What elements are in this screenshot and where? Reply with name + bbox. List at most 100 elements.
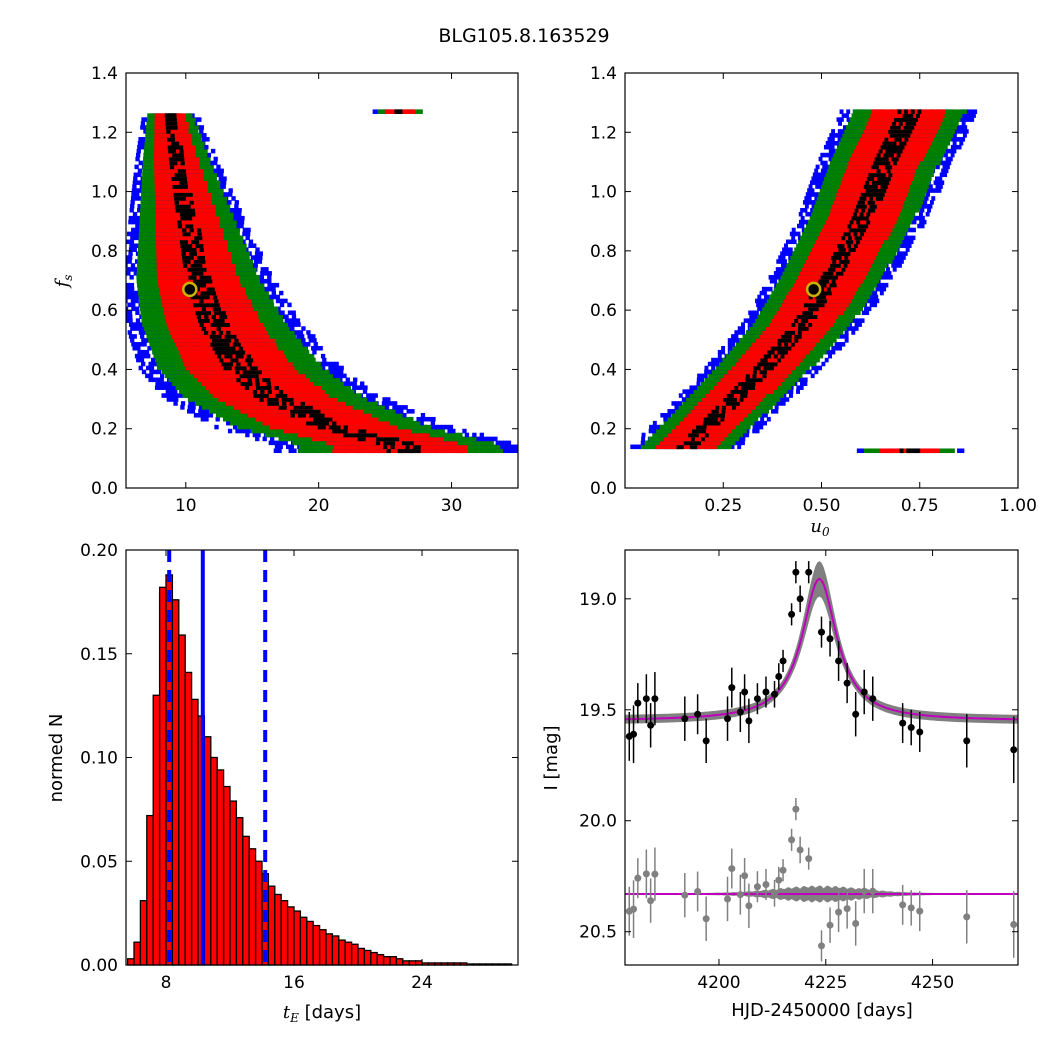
heat-cell — [333, 413, 338, 418]
heat-cell — [339, 432, 344, 438]
heat-cell — [177, 286, 183, 292]
heat-cell — [174, 322, 179, 327]
heat-cell — [478, 440, 483, 446]
heat-cell — [330, 361, 336, 367]
heat-cell — [361, 405, 367, 410]
heat-cell — [233, 286, 238, 292]
heat-cell — [223, 357, 228, 363]
heat-cell — [263, 314, 269, 319]
heat-cell — [147, 338, 153, 343]
heat-cell — [354, 432, 359, 438]
heat-cell — [344, 420, 349, 426]
heat-cell — [212, 381, 217, 387]
heat-cell — [405, 440, 410, 446]
heat-cell — [279, 322, 285, 327]
heat-cell — [271, 377, 277, 383]
heat-cell — [201, 326, 207, 331]
heat-cell — [191, 397, 196, 402]
heat-cell — [443, 432, 448, 438]
heat-cell — [215, 413, 221, 418]
heat-cell — [294, 361, 299, 367]
heat-cell — [246, 373, 252, 379]
heat-cell — [128, 314, 133, 319]
heat-cell — [230, 290, 235, 296]
heat-cell — [249, 385, 254, 390]
heat-cell — [175, 310, 180, 316]
heat-cell — [143, 302, 148, 308]
heat-cell — [294, 381, 299, 387]
heat-cell — [286, 385, 292, 390]
heat-cell — [298, 330, 304, 335]
heat-cell — [151, 326, 156, 331]
heat-cell — [306, 420, 311, 426]
heat-cell — [202, 353, 208, 359]
heat-cell — [235, 294, 240, 300]
heat-cell — [255, 413, 260, 418]
heat-cell — [201, 405, 207, 410]
heat-cell — [284, 361, 289, 367]
heat-cell — [152, 318, 157, 323]
heat-cell — [257, 342, 262, 347]
heat-cell — [219, 377, 225, 383]
heat-cell — [218, 306, 224, 312]
heat-cell — [402, 432, 407, 438]
heat-cell — [145, 330, 150, 335]
heat-cell — [148, 361, 153, 367]
heat-cell — [332, 377, 337, 383]
heat-cell — [216, 345, 221, 351]
heat-cell — [271, 282, 276, 288]
heat-cell — [319, 436, 324, 442]
heat-cell — [299, 365, 304, 371]
heat-cell — [284, 314, 289, 319]
heat-cell — [297, 373, 303, 379]
heat-cell — [301, 377, 306, 383]
heat-cell — [182, 310, 187, 316]
heat-cell — [207, 306, 213, 312]
heat-cell — [264, 365, 269, 371]
heat-cell — [173, 338, 178, 343]
heat-cell — [217, 310, 223, 316]
heat-cell — [303, 397, 309, 402]
heat-cell — [416, 416, 421, 422]
heat-cell — [262, 397, 268, 402]
heat-cell — [410, 428, 416, 434]
heat-cell — [358, 401, 363, 406]
heat-cell — [162, 286, 168, 292]
heat-cell — [412, 448, 417, 454]
heat-cell — [210, 342, 215, 347]
heat-cell — [250, 428, 256, 434]
heat-cell — [144, 310, 149, 316]
heat-cell — [347, 444, 353, 450]
heat-cell — [333, 409, 338, 414]
heat-cell — [316, 389, 322, 394]
heat-cell — [347, 401, 352, 406]
heat-cell — [324, 428, 330, 434]
heat-cell — [247, 345, 253, 351]
heat-cell — [419, 420, 424, 426]
heat-cell — [340, 416, 345, 422]
heat-cell — [282, 405, 287, 410]
heat-cell — [273, 424, 278, 430]
heat-cell — [291, 314, 297, 319]
heat-cell — [241, 420, 246, 426]
heat-cell — [193, 365, 198, 371]
heat-cell — [404, 424, 409, 430]
heat-cell — [244, 330, 249, 335]
heat-cell — [251, 306, 256, 312]
heat-cell — [284, 420, 290, 426]
heat-cell — [130, 290, 135, 296]
heat-cell — [177, 306, 183, 312]
heat-cell — [227, 314, 233, 319]
heat-cell — [248, 306, 254, 312]
heat-cell — [223, 413, 228, 418]
heat-cell — [376, 432, 381, 438]
heat-cell — [286, 377, 292, 383]
heat-cell — [369, 405, 374, 410]
heat-cell — [141, 369, 147, 375]
heat-cell — [320, 413, 325, 418]
heat-cell — [397, 436, 403, 442]
heat-cell — [148, 314, 153, 319]
heat-cell — [256, 282, 261, 288]
heat-cell — [175, 361, 180, 367]
heat-cell — [348, 409, 353, 414]
